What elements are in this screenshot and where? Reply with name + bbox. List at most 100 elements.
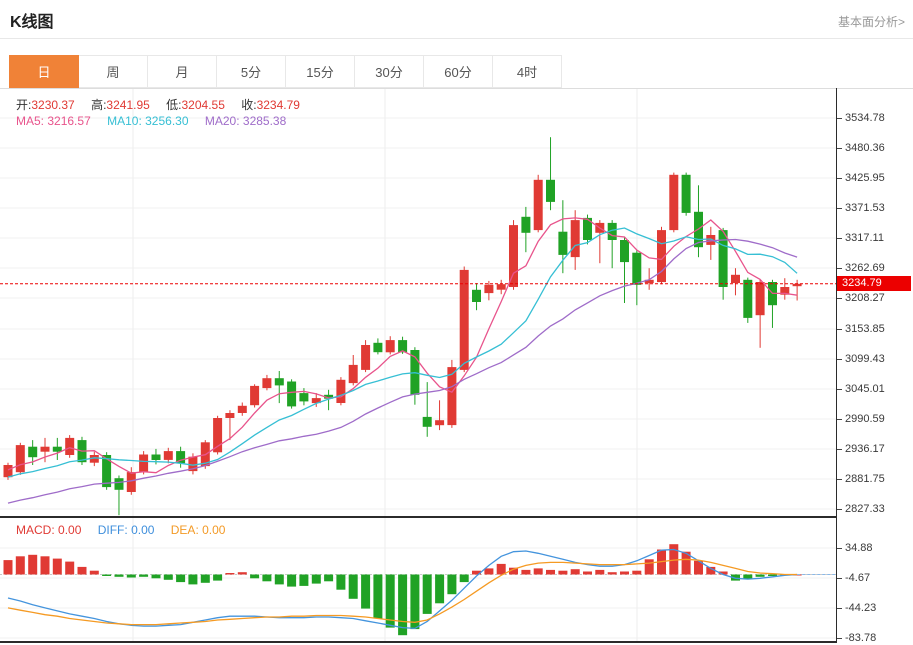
macd-histogram-bar <box>225 573 235 575</box>
macd-histogram-bar <box>546 569 555 575</box>
tab-monthly[interactable]: 月 <box>147 55 217 88</box>
candle-body <box>225 413 235 418</box>
candle-body <box>644 279 654 284</box>
ma20-line <box>7 238 798 504</box>
chart-bottom-border <box>0 641 837 643</box>
current-price-tag: 3234.79 <box>837 276 911 291</box>
macd-histogram-bar <box>447 574 457 595</box>
y-axis-tick <box>837 329 842 330</box>
candle-body <box>780 287 790 295</box>
tab-4hour[interactable]: 4时 <box>492 55 562 88</box>
tab-30min[interactable]: 30分 <box>354 55 424 88</box>
candle-body <box>213 418 223 453</box>
dea-value-readout: DEA: 0.00 <box>171 523 226 537</box>
macd-histogram-bar <box>583 571 592 575</box>
candle-body <box>65 437 75 455</box>
macd-histogram-bar <box>731 574 740 581</box>
macd-histogram-bar <box>311 574 321 584</box>
candle-body <box>311 398 321 404</box>
candle-body <box>435 420 445 426</box>
y-axis-tick <box>837 359 842 360</box>
open-value: 3230.37 <box>31 98 75 112</box>
macd-histogram-bar <box>496 563 506 575</box>
macd-histogram-bar <box>521 569 531 575</box>
candle-body <box>669 174 679 231</box>
candle-body <box>731 274 740 284</box>
y-axis-tick <box>837 548 842 549</box>
macd-histogram-bar <box>570 569 580 575</box>
y-axis-label: 3317.11 <box>845 232 884 244</box>
ma10-label: MA10: <box>107 114 142 128</box>
candle-body <box>484 284 494 294</box>
macd-histogram-bar <box>755 574 765 577</box>
macd-histogram-bar <box>620 571 629 575</box>
macd-histogram-bar <box>743 574 753 580</box>
candle-body <box>52 446 62 452</box>
y-axis-tick <box>837 578 842 579</box>
y-axis-label: 3045.01 <box>845 383 885 395</box>
candle-body <box>718 230 728 287</box>
candle-body <box>681 174 691 213</box>
macd-histogram-bar <box>644 559 654 575</box>
diff-line <box>7 548 798 630</box>
candle-body <box>755 282 765 316</box>
candle-body <box>706 235 716 245</box>
low-readout: 低:3204.55 <box>166 98 225 112</box>
macd-histogram-bar <box>139 574 149 577</box>
y-axis-label: 2881.75 <box>845 473 885 485</box>
macd-histogram-bar <box>336 574 346 590</box>
y-axis-tick <box>837 118 842 119</box>
y-axis-label: 3099.43 <box>845 353 885 365</box>
macd-label: MACD: <box>16 523 55 537</box>
macd-histogram-bar <box>669 544 679 575</box>
macd-histogram-bar <box>706 566 716 575</box>
tab-60min[interactable]: 60分 <box>423 55 493 88</box>
candle-body <box>336 379 346 403</box>
candle-body <box>28 446 38 458</box>
macd-histogram-bar <box>28 554 38 575</box>
macd-histogram-bar <box>558 570 568 575</box>
candle-body <box>324 394 334 399</box>
candle-body <box>570 220 580 258</box>
tab-weekly[interactable]: 周 <box>78 55 148 88</box>
candle-body <box>274 378 284 386</box>
y-axis-tick <box>837 148 842 149</box>
tab-15min[interactable]: 15分 <box>285 55 355 88</box>
y-axis-label: -83.78 <box>845 632 877 644</box>
candle-body <box>385 340 395 353</box>
candle-body <box>459 269 469 370</box>
macd-value: 0.00 <box>58 523 82 537</box>
macd-histogram-bar <box>484 568 494 575</box>
high-label: 高: <box>91 98 107 112</box>
ma20-value: 3285.38 <box>242 114 287 128</box>
macd-histogram-bar <box>52 558 62 575</box>
macd-histogram-bar <box>262 574 272 582</box>
macd-histogram-bar <box>694 560 703 575</box>
ma5-line <box>7 217 798 474</box>
macd-histogram-bar <box>361 574 371 609</box>
candle-body <box>607 222 617 240</box>
candle-body <box>521 216 531 233</box>
macd-histogram-bar <box>410 574 420 630</box>
macd-histogram-bar <box>373 574 383 619</box>
y-axis-tick <box>837 608 842 609</box>
candle-body <box>188 456 198 472</box>
ma20-label: MA20: <box>204 114 240 128</box>
fundamental-analysis-link[interactable]: 基本面分析> <box>837 15 905 29</box>
candle-body <box>250 385 260 406</box>
chart-plot-area[interactable] <box>0 88 836 641</box>
close-value: 3234.79 <box>256 98 300 112</box>
ma5-label: MA5: <box>16 114 45 128</box>
candle-body <box>40 446 50 452</box>
candle-body <box>558 231 568 255</box>
macd-histogram-bar <box>237 572 247 575</box>
tab-5min[interactable]: 5分 <box>216 55 286 88</box>
macd-histogram-bar <box>151 574 161 579</box>
y-axis-label: -44.23 <box>845 602 877 614</box>
tab-daily[interactable]: 日 <box>9 55 79 88</box>
macd-histogram-bar <box>718 571 728 575</box>
main-macd-separator <box>0 516 837 518</box>
candle-body <box>472 289 481 302</box>
